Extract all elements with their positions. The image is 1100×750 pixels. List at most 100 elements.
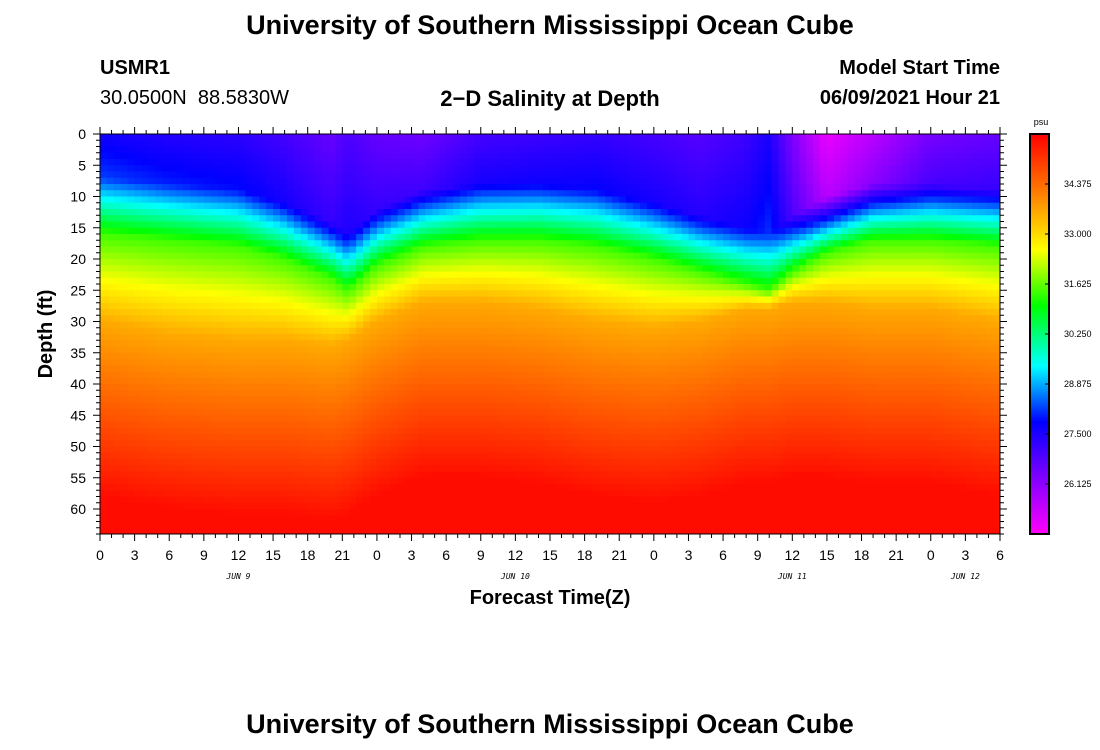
heatmap-cell (169, 152, 177, 160)
heatmap-cell (259, 421, 267, 429)
heatmap-cell (404, 327, 413, 335)
heatmap-cell (612, 384, 620, 391)
heatmap-cell (439, 140, 447, 148)
heatmap-cell (314, 465, 323, 473)
heatmap-cell (404, 246, 413, 254)
heatmap-cell (100, 227, 108, 235)
heatmap-cell (148, 377, 156, 385)
heatmap-cell (425, 346, 433, 354)
heatmap-cell (508, 459, 516, 466)
heatmap-cell (522, 309, 530, 316)
heatmap-cell (169, 496, 177, 504)
heatmap-cell (141, 421, 150, 429)
heatmap-cell (196, 152, 205, 160)
heatmap-cell (501, 477, 510, 485)
heatmap-cell (300, 146, 309, 154)
heatmap-cell (390, 402, 399, 410)
heatmap-cell (529, 309, 537, 316)
heatmap-cell (280, 284, 288, 291)
heatmap-cell (307, 334, 316, 341)
heatmap-cell (169, 352, 177, 360)
heatmap-cell (286, 215, 295, 223)
heatmap-cell (238, 209, 246, 216)
heatmap-cell (328, 434, 336, 441)
heatmap-cell (100, 240, 108, 248)
heatmap-cell (390, 502, 399, 510)
heatmap-cell (363, 390, 371, 398)
heatmap-cell (349, 134, 357, 141)
heatmap-cell (619, 190, 627, 198)
heatmap-cell (577, 509, 586, 516)
heatmap-cell (210, 527, 219, 534)
heatmap-cell (501, 365, 510, 373)
heatmap-cell (501, 265, 510, 273)
heatmap-cell (203, 440, 212, 448)
heatmap-cell (605, 390, 613, 398)
heatmap-cell (328, 177, 336, 185)
heatmap-cell (550, 234, 558, 241)
heatmap-cell (356, 346, 364, 354)
heatmap-cell (605, 221, 613, 229)
heatmap-cell (536, 452, 544, 460)
heatmap-cell (550, 377, 558, 385)
heatmap-cell (480, 427, 489, 435)
heatmap-cell (390, 377, 399, 385)
heatmap-cell (176, 177, 184, 185)
heatmap-cell (321, 184, 330, 191)
heatmap-cell (328, 340, 336, 348)
heatmap-cell (120, 134, 129, 141)
heatmap-cell (612, 315, 620, 323)
heatmap-cell (556, 459, 565, 466)
heatmap-cell (286, 302, 295, 310)
heatmap-cell (155, 227, 163, 235)
heatmap-cell (190, 340, 198, 348)
heatmap-cell (231, 171, 240, 179)
heatmap-cell (314, 277, 323, 285)
heatmap-cell (633, 271, 641, 279)
heatmap-cell (487, 359, 496, 366)
heatmap-cell (370, 271, 378, 279)
heatmap-cell (100, 402, 108, 410)
heatmap-cell (453, 440, 461, 448)
heatmap-cell (494, 390, 503, 398)
heatmap-cell (280, 246, 288, 254)
heatmap-cell (210, 371, 219, 379)
heatmap-cell (550, 496, 558, 504)
heatmap-cell (293, 402, 302, 410)
heatmap-cell (626, 321, 634, 329)
heatmap-cell (522, 315, 530, 323)
heatmap-cell (113, 390, 122, 398)
heatmap-cell (556, 477, 565, 485)
heatmap-cell (432, 146, 440, 154)
heatmap-cell (273, 159, 281, 166)
heatmap-cell (439, 196, 447, 204)
heatmap-cell (473, 165, 482, 173)
heatmap-cell (543, 159, 551, 166)
heatmap-cell (127, 359, 136, 366)
heatmap-cell (473, 471, 482, 479)
heatmap-cell (515, 259, 523, 266)
heatmap-cell (543, 202, 551, 210)
heatmap-cell (259, 440, 267, 448)
heatmap-cell (314, 409, 323, 416)
heatmap-cell (577, 440, 586, 448)
heatmap-cell (418, 221, 426, 229)
heatmap-cell (522, 421, 530, 429)
heatmap-cell (466, 521, 475, 529)
heatmap-cell (550, 265, 558, 273)
heatmap-cell (598, 471, 606, 479)
heatmap-cell (273, 296, 281, 304)
heatmap-cell (480, 384, 489, 391)
heatmap-cell (321, 296, 330, 304)
heatmap-cell (148, 321, 156, 329)
heatmap-cell (460, 452, 468, 460)
heatmap-cell (238, 384, 246, 391)
heatmap-cell (515, 415, 523, 423)
heatmap-cell (266, 159, 274, 166)
heatmap-cell (176, 234, 184, 241)
heatmap-cell (453, 384, 461, 391)
heatmap-cell (453, 484, 461, 491)
heatmap-cell (591, 152, 600, 160)
heatmap-cell (425, 502, 433, 510)
heatmap-cell (383, 415, 392, 423)
